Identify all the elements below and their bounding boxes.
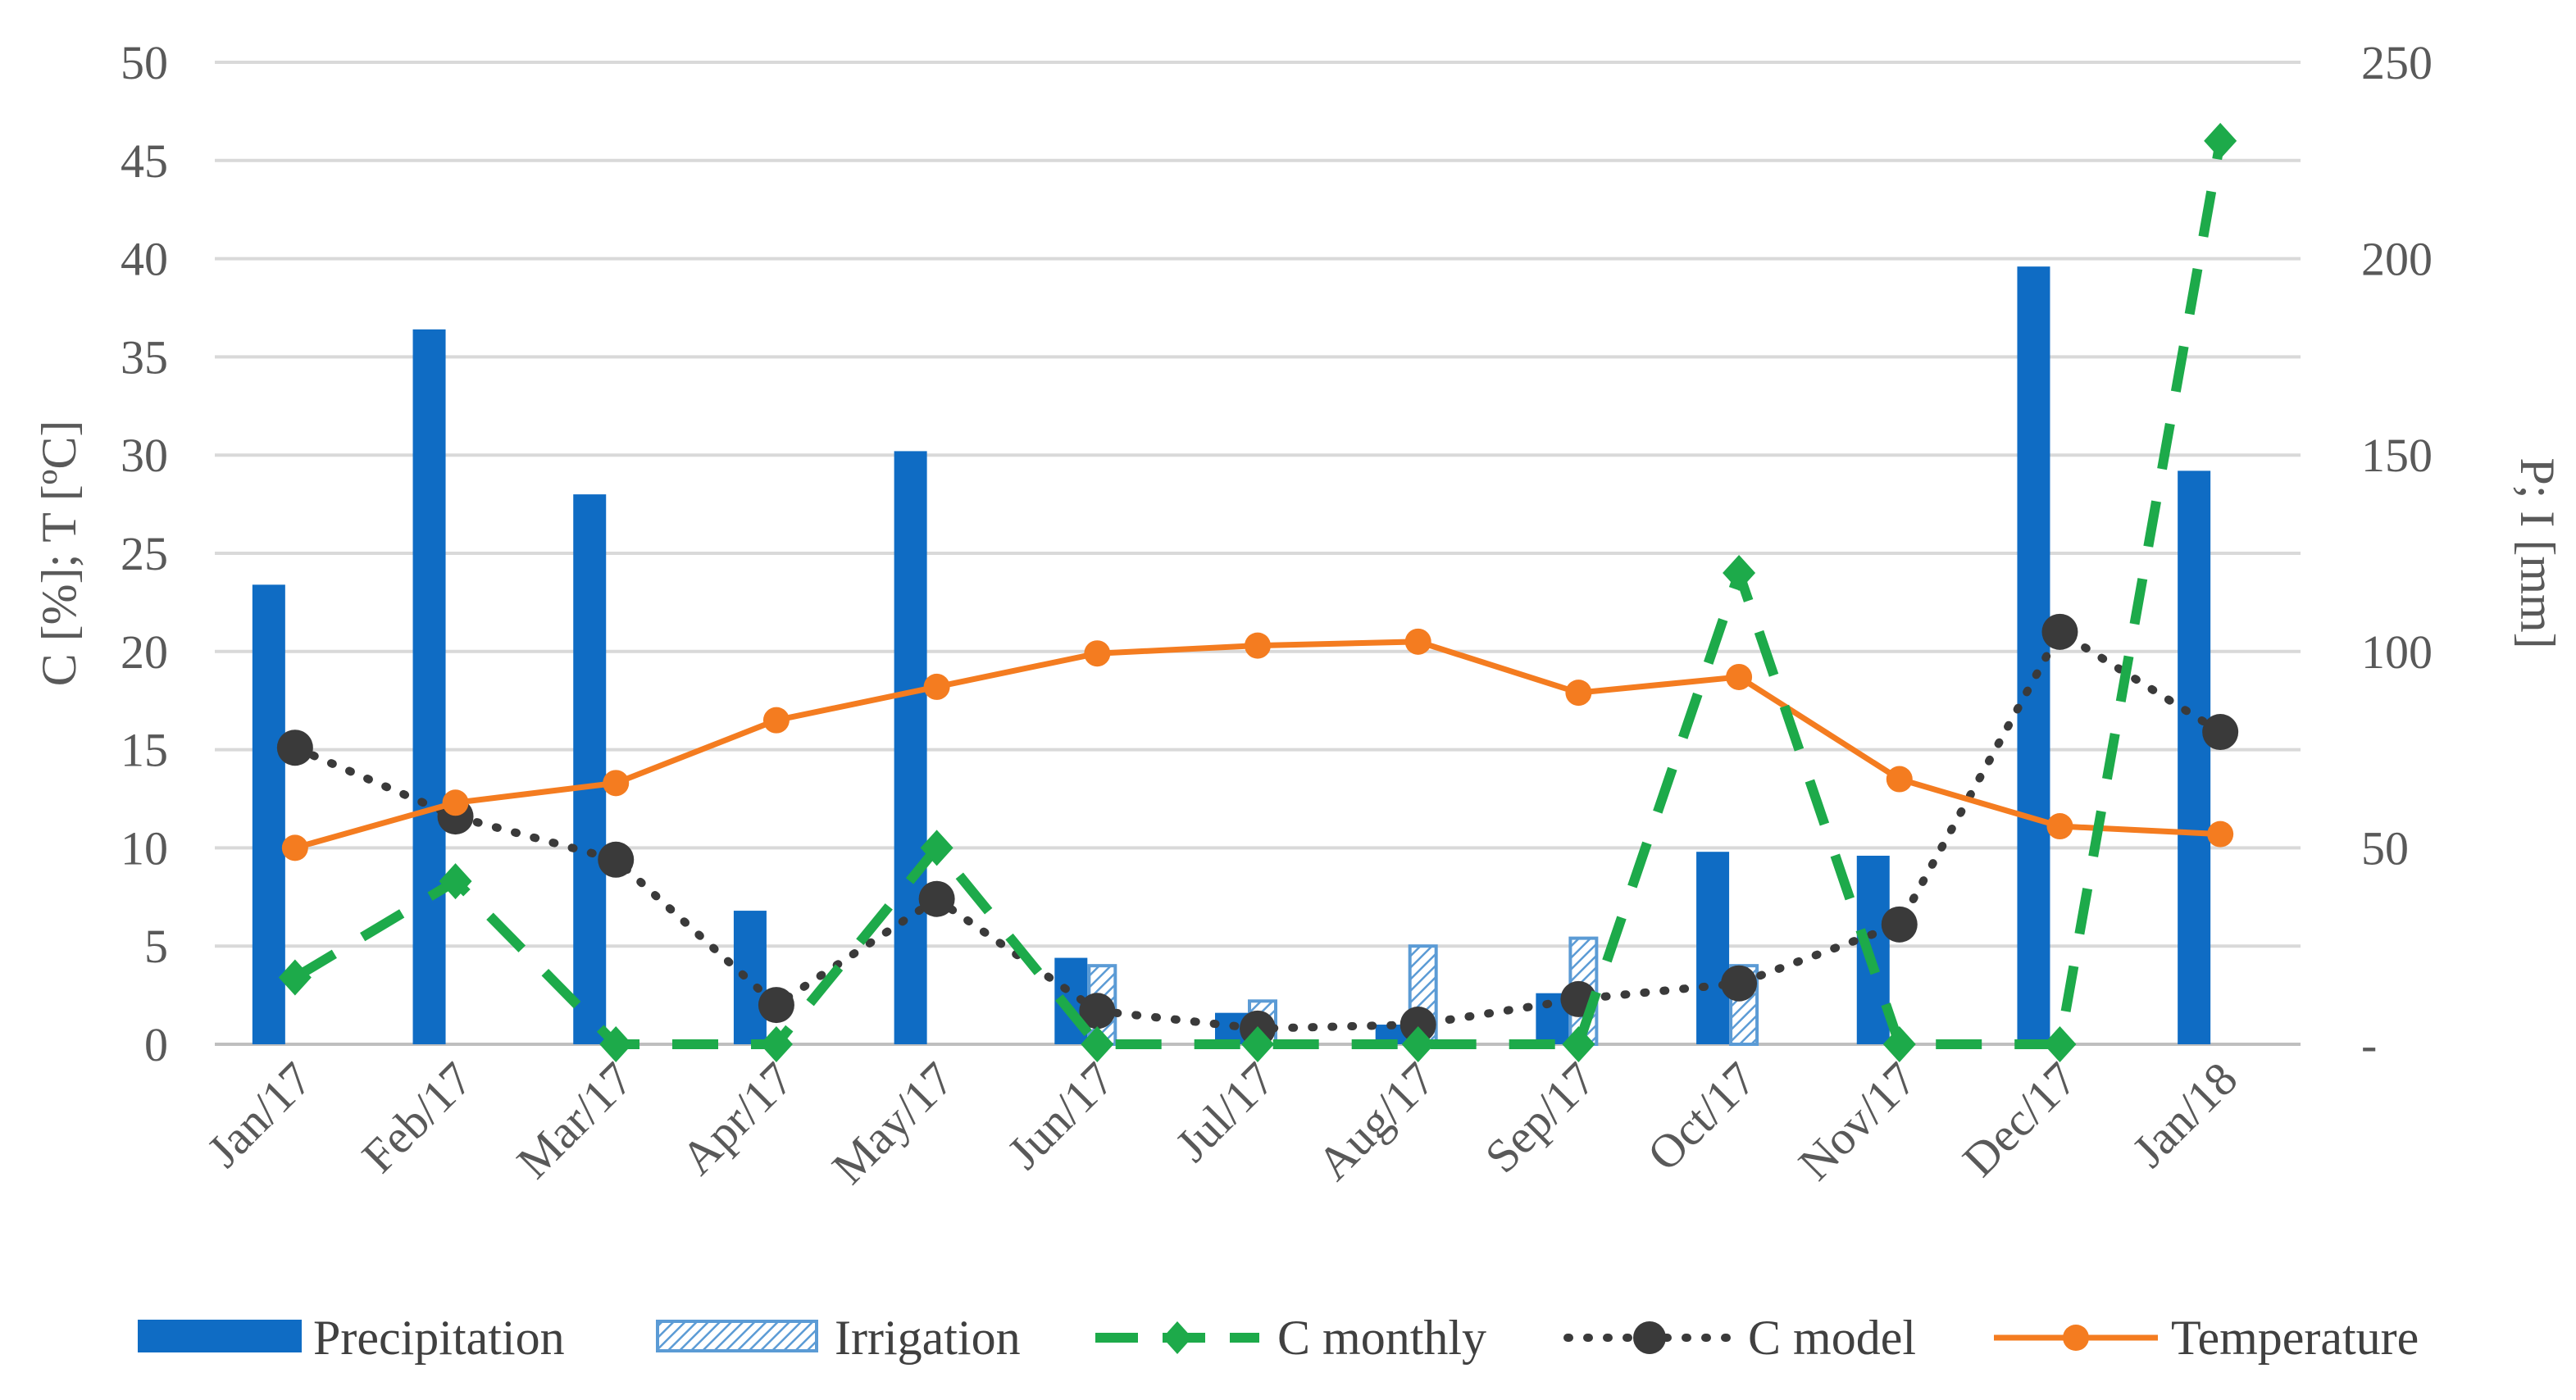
c-monthly-point (1882, 1026, 1916, 1062)
category-label: Sep/17 (1475, 1052, 1606, 1183)
c-model-point (2202, 714, 2239, 751)
precipitation-bar (2178, 470, 2211, 1044)
left-tick-label: 10 (121, 821, 168, 875)
c-monthly-point (278, 959, 312, 996)
c-model-point (598, 841, 635, 878)
bar-series (252, 266, 2211, 1047)
temperature-point (2046, 813, 2073, 840)
c-model-point (2041, 613, 2078, 650)
temperature-point (923, 673, 950, 700)
legend-label: Irrigation (835, 1311, 1021, 1365)
category-label: May/17 (821, 1052, 964, 1194)
category-label: Mar/17 (507, 1052, 644, 1189)
c-model-point (276, 730, 313, 766)
legend-temperature-marker (2063, 1325, 2089, 1351)
c-model-point (1400, 1007, 1436, 1043)
c-monthly-point (1081, 1026, 1114, 1062)
right-axis-title: P; I [mm] (2510, 457, 2565, 648)
left-tick-label: 35 (121, 330, 168, 384)
category-label: Oct/17 (1637, 1052, 1767, 1181)
right-tick-label: 200 (2361, 233, 2433, 286)
c-model-point (918, 880, 955, 917)
legend-label: C model (1748, 1311, 1916, 1365)
left-tick-label: 0 (144, 1018, 168, 1071)
right-tick-label: 150 (2361, 429, 2433, 482)
temperature-point (281, 834, 308, 861)
legend-label: Precipitation (313, 1311, 565, 1365)
left-tick-label: 5 (144, 920, 168, 973)
line-series (276, 122, 2239, 1062)
temperature-point (1245, 632, 1271, 659)
precipitation-bar (894, 451, 927, 1044)
right-tick-label: 100 (2361, 625, 2433, 679)
temperature-point (1084, 640, 1111, 667)
right-tick-label: - (2361, 1018, 2377, 1071)
c-monthly-point (1401, 1026, 1435, 1062)
left-tick-label: 15 (121, 724, 168, 777)
precipitation-bar (573, 494, 607, 1044)
temperature-point (442, 789, 469, 816)
category-label: Jan/17 (197, 1052, 322, 1177)
c-monthly-point (1562, 1026, 1595, 1062)
c-monthly-point (2204, 122, 2237, 159)
temperature-point (1404, 628, 1431, 655)
legend-c-monthly-marker (1163, 1321, 1192, 1354)
c-monthly-point (439, 863, 472, 900)
precipitation-bar (733, 911, 767, 1044)
legend: Precipitation Irrigation C monthly C model T… (138, 1311, 2419, 1365)
temperature-point (762, 707, 790, 734)
legend-c-model-marker (1633, 1321, 1666, 1354)
c-model-point (758, 987, 794, 1024)
legend-label: C monthly (1277, 1311, 1486, 1365)
c-monthly-point (1241, 1026, 1274, 1062)
left-tick-label: 45 (121, 134, 168, 188)
legend-label: Temperature (2171, 1311, 2419, 1365)
c-monthly-point (1723, 554, 1756, 591)
left-tick-label: 20 (121, 625, 168, 679)
category-label: Apr/17 (671, 1052, 803, 1184)
category-label: Jun/17 (997, 1052, 1124, 1179)
temperature-point (1886, 766, 1913, 793)
left-axis-title: C [%]; T [ºC] (32, 420, 86, 687)
gridlines (215, 61, 2301, 1046)
temperature-point (1565, 680, 1592, 707)
category-label: Dec/17 (1952, 1052, 2087, 1186)
left-tick-label: 25 (121, 527, 168, 580)
precipitation-bar (412, 329, 446, 1045)
legend-precipitation-swatch (138, 1320, 302, 1352)
precipitation-bar (252, 584, 285, 1044)
category-label: Jul/17 (1165, 1052, 1285, 1171)
temperature-point (603, 770, 630, 797)
temperature-point (1726, 663, 1753, 690)
precipitation-bar (1696, 852, 1730, 1044)
category-label: Jan/18 (2122, 1052, 2247, 1177)
left-tick-label: 50 (121, 36, 168, 89)
left-tick-label: 30 (121, 429, 168, 482)
category-label: Feb/17 (352, 1052, 483, 1183)
c-model-point (1079, 993, 1116, 1030)
legend-irrigation-swatch (656, 1320, 818, 1352)
c-model-point (1881, 906, 1918, 943)
c-monthly-point (920, 830, 953, 866)
right-tick-label: 250 (2361, 36, 2433, 89)
c-model-point (1721, 965, 1758, 1002)
left-tick-label: 40 (121, 233, 168, 286)
c-monthly-point (599, 1026, 633, 1062)
temperature-point (2207, 820, 2234, 848)
category-label: Aug/17 (1307, 1052, 1445, 1190)
c-monthly-point (759, 1026, 793, 1062)
c-monthly-point (2043, 1026, 2077, 1062)
category-label: Nov/17 (1788, 1052, 1927, 1190)
right-tick-label: 50 (2361, 821, 2409, 875)
